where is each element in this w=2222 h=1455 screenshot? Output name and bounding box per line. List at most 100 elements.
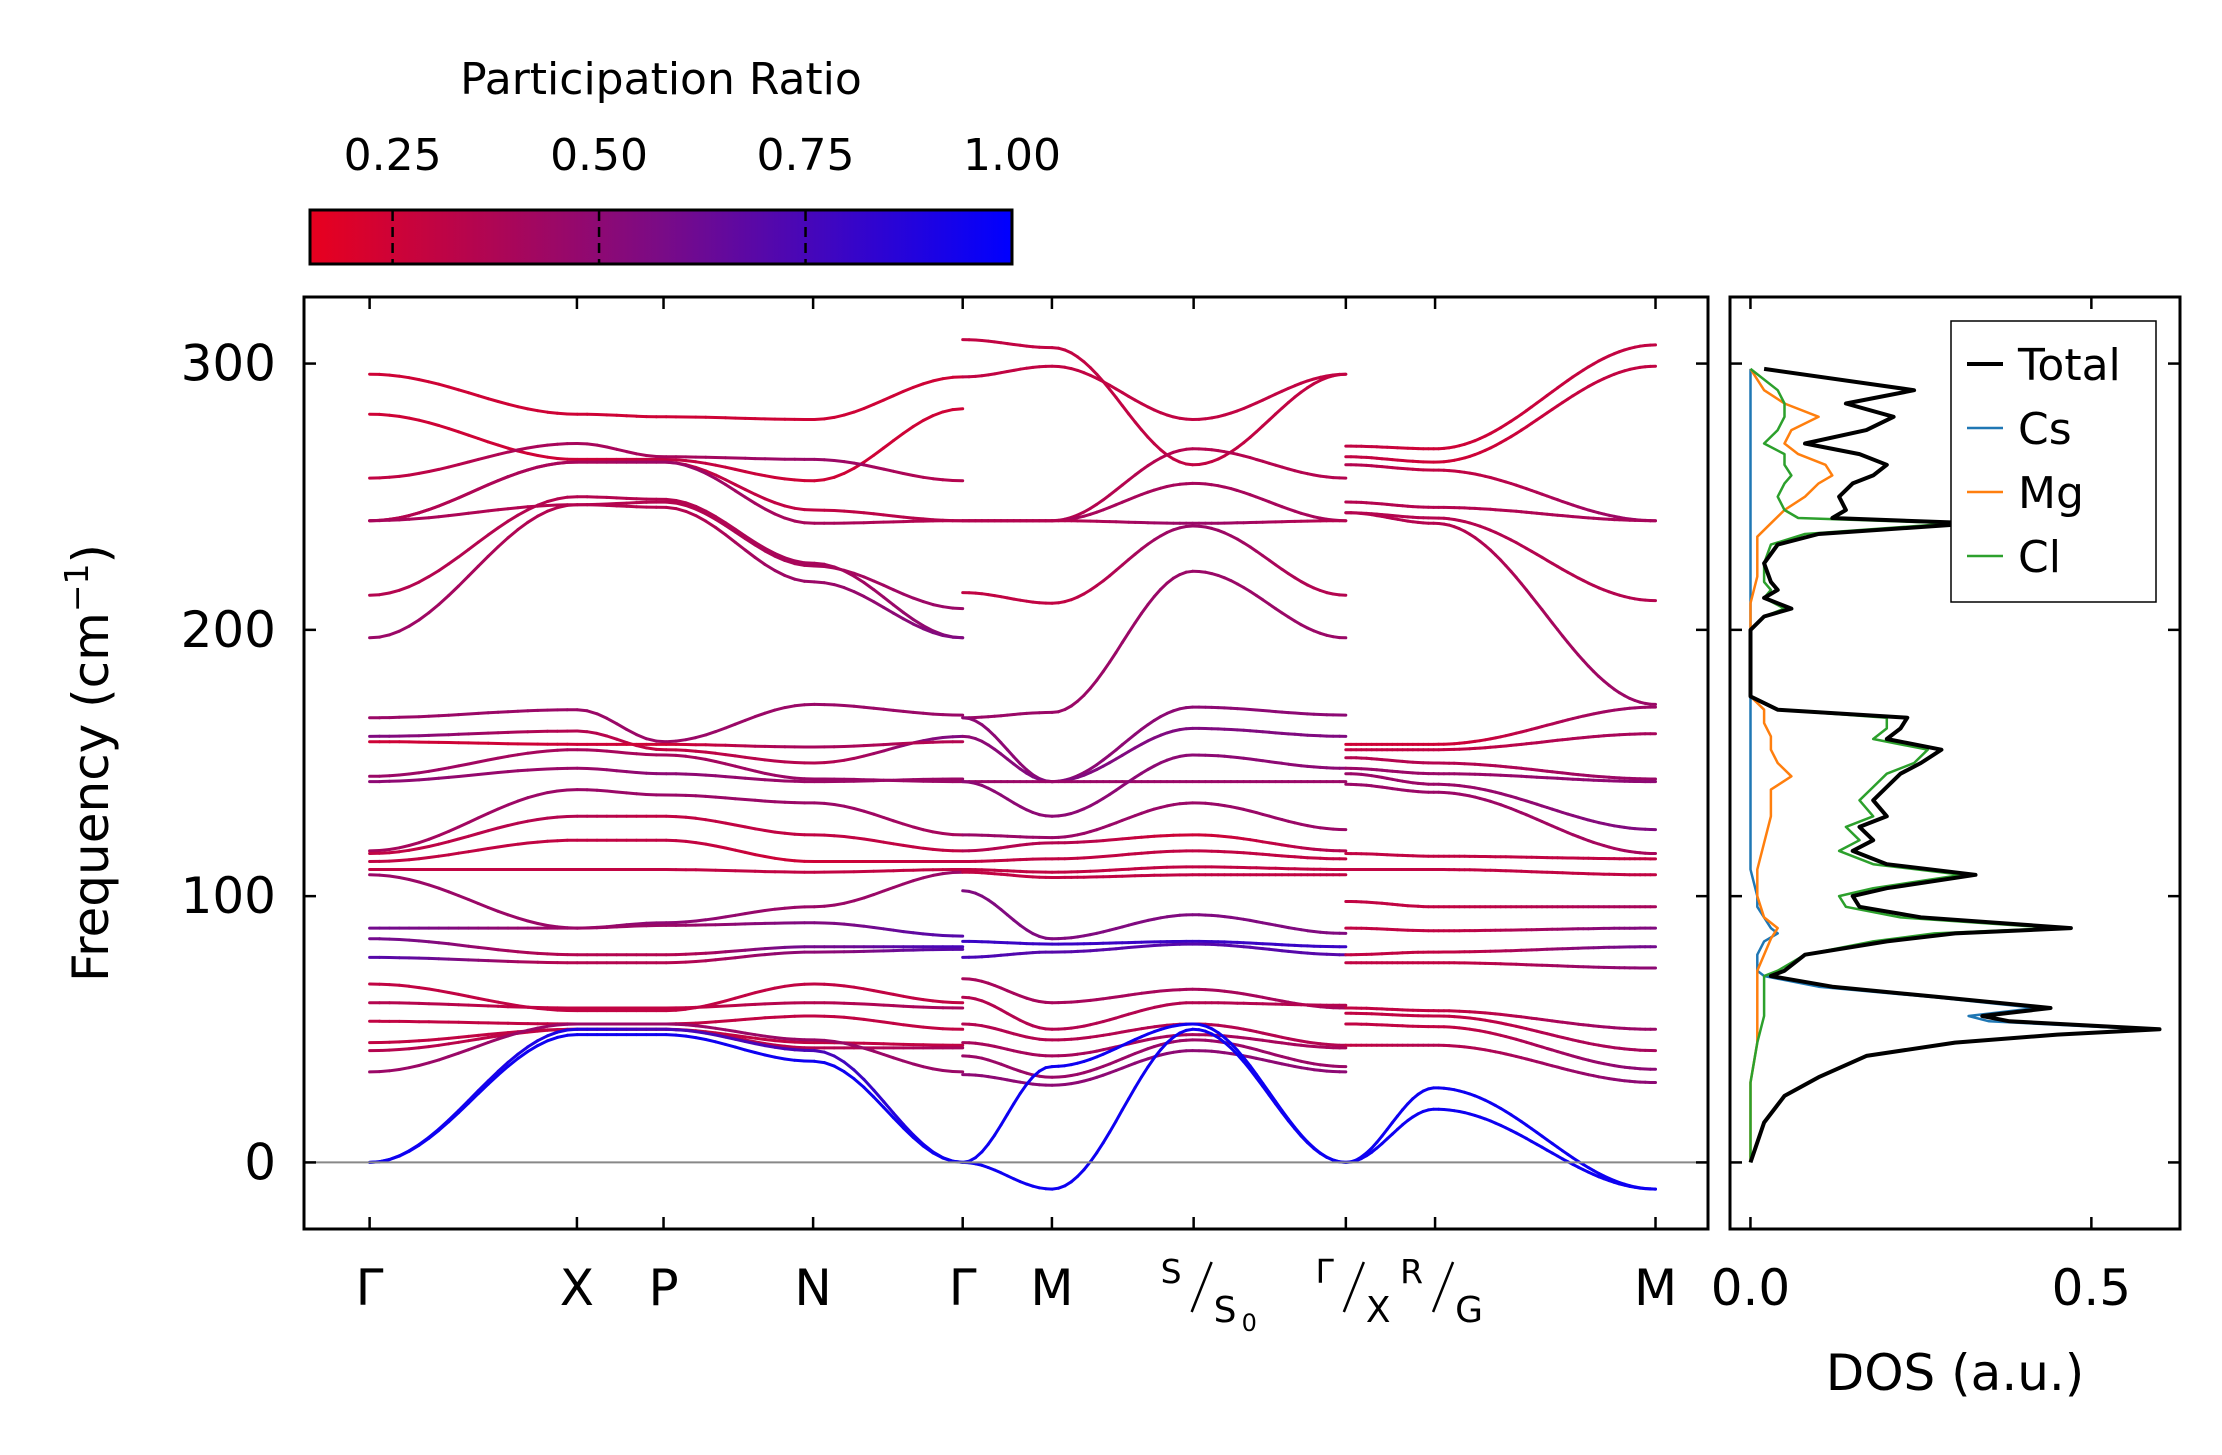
band-line-piece	[506, 753, 520, 758]
band-line-piece	[387, 588, 401, 595]
colorbar-tick-label: 0.50	[550, 130, 648, 181]
band-line-piece	[467, 1044, 480, 1052]
band-line-piece	[427, 380, 441, 386]
band-line-piece	[1152, 587, 1163, 598]
band-line-piece	[911, 825, 925, 832]
band-line-piece	[496, 475, 510, 483]
band-line-piece	[467, 711, 480, 716]
band-line-piece	[1248, 1064, 1258, 1076]
band-line-piece	[457, 574, 470, 588]
band-line-piece	[733, 1017, 747, 1022]
band-line-piece	[427, 940, 441, 945]
phonon-band-line	[961, 942, 1348, 959]
band-line-piece	[714, 999, 727, 1005]
band-line-piece	[872, 839, 886, 844]
band-line-piece	[986, 1133, 997, 1146]
band-line-piece	[427, 515, 441, 520]
band-line-piece	[901, 741, 915, 745]
band-line-piece	[447, 825, 461, 833]
band-line-piece	[763, 497, 777, 505]
band-line-piece	[368, 635, 381, 640]
band-line-piece	[832, 834, 846, 838]
band-line-piece	[457, 511, 470, 516]
band-line-piece	[674, 815, 688, 819]
band-line-piece	[921, 379, 935, 386]
band-line-piece	[536, 463, 549, 469]
band-line-piece	[763, 1044, 777, 1049]
x-tick-label: N	[794, 1259, 831, 1317]
colorbar-tick-label: 0.25	[344, 130, 442, 181]
dos-ticks: 0.0 0.5	[1711, 297, 2180, 1317]
band-line-piece	[911, 596, 925, 604]
band-line-piece	[467, 391, 480, 398]
band-line-piece	[704, 750, 718, 755]
band-line-piece	[763, 1034, 777, 1039]
band-line-piece	[743, 776, 757, 781]
colorbar: Participation Ratio 0.25 0.50 0.75 1.00	[308, 54, 1061, 266]
band-line-piece	[892, 743, 905, 750]
band-line-piece	[546, 1028, 559, 1032]
band-line-piece	[516, 405, 530, 411]
band-line-piece	[378, 851, 391, 855]
band-y-ticks: 0 100 200 300	[181, 335, 1708, 1191]
band-line-piece	[733, 483, 747, 491]
band-line-piece	[803, 521, 816, 525]
band-line-piece	[763, 563, 777, 572]
band-line-piece	[694, 465, 708, 473]
band-line-piece	[733, 1029, 747, 1035]
band-line-piece	[832, 758, 846, 764]
band-line-piece	[664, 1033, 678, 1037]
band-line-piece	[1146, 435, 1156, 446]
band-line-piece	[417, 939, 431, 944]
band-line-piece	[733, 540, 747, 552]
dos-curve-mg	[1749, 368, 1834, 1163]
band-line-piece	[941, 408, 955, 414]
band-line-piece	[852, 1016, 866, 1021]
band-line-piece	[1235, 1053, 1246, 1064]
band-line-piece	[417, 575, 431, 584]
band-line-piece	[724, 775, 737, 779]
phonon-band-line	[368, 740, 965, 749]
phonon-band-line	[961, 849, 1348, 863]
band-line-piece	[605, 495, 619, 500]
band-line-piece	[467, 760, 480, 766]
band-line-piece	[743, 534, 757, 544]
band-line-piece	[852, 1077, 866, 1089]
band-line-piece	[714, 477, 727, 486]
band-line-piece	[1114, 641, 1124, 654]
band-line-piece	[467, 773, 480, 777]
phonon-band-line	[1344, 364, 1657, 464]
phonon-band-line	[1344, 900, 1657, 909]
band-line-piece	[476, 772, 490, 776]
phonon-band-line	[1344, 500, 1657, 523]
band-line-piece	[773, 501, 787, 508]
band-line-piece	[694, 1021, 708, 1025]
band-line-piece	[447, 1035, 461, 1040]
band-line-piece	[704, 509, 718, 519]
band-line-piece	[704, 951, 718, 955]
band-line-piece	[694, 460, 708, 465]
band-line-piece	[546, 461, 559, 467]
band-line-piece	[476, 483, 490, 491]
dos-axes-frame	[1728, 295, 2182, 1231]
band-line-piece	[852, 510, 866, 515]
band-line-piece	[664, 500, 678, 505]
band-line-piece	[733, 489, 747, 499]
band-line-piece	[911, 1024, 925, 1029]
band-line-piece	[615, 769, 629, 774]
band-line-piece	[901, 385, 915, 393]
band-line-piece	[724, 996, 737, 1003]
band-line-piece	[506, 913, 520, 920]
band-line-piece	[872, 1088, 886, 1103]
band-line-piece	[397, 414, 411, 420]
band-line-piece	[862, 987, 876, 993]
phonon-band-line	[1344, 926, 1657, 933]
band-line-piece	[536, 816, 549, 821]
band-line-piece	[407, 857, 421, 862]
band-line-piece	[1005, 1102, 1016, 1116]
band-line-piece	[378, 848, 391, 852]
band-line-piece	[822, 833, 836, 838]
band-line-piece	[476, 509, 490, 514]
band-line-piece	[793, 562, 806, 567]
band-line-piece	[397, 1149, 411, 1158]
